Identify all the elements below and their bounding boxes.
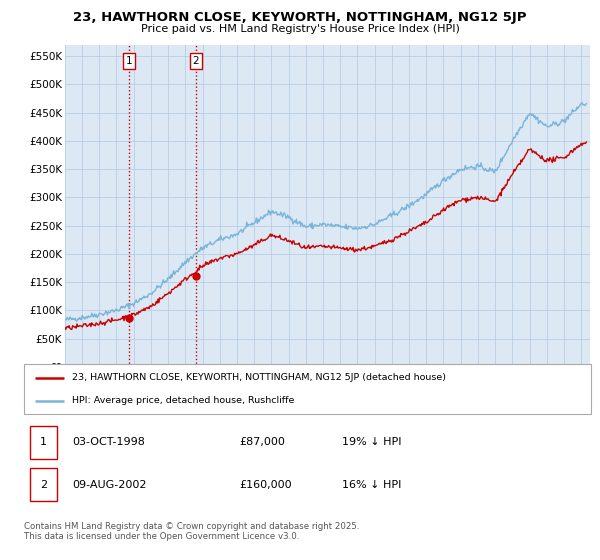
Text: 23, HAWTHORN CLOSE, KEYWORTH, NOTTINGHAM, NG12 5JP: 23, HAWTHORN CLOSE, KEYWORTH, NOTTINGHAM…: [73, 11, 527, 24]
Text: £160,000: £160,000: [239, 479, 292, 489]
Text: 09-AUG-2002: 09-AUG-2002: [72, 479, 146, 489]
FancyBboxPatch shape: [29, 468, 57, 501]
Text: Contains HM Land Registry data © Crown copyright and database right 2025.
This d: Contains HM Land Registry data © Crown c…: [24, 522, 359, 542]
Text: 03-OCT-1998: 03-OCT-1998: [72, 437, 145, 447]
FancyBboxPatch shape: [29, 426, 57, 459]
Text: 19% ↓ HPI: 19% ↓ HPI: [341, 437, 401, 447]
FancyBboxPatch shape: [24, 364, 591, 414]
Text: 1: 1: [126, 56, 133, 66]
Text: 2: 2: [193, 56, 199, 66]
Text: £87,000: £87,000: [239, 437, 286, 447]
Text: 16% ↓ HPI: 16% ↓ HPI: [341, 479, 401, 489]
Text: Price paid vs. HM Land Registry's House Price Index (HPI): Price paid vs. HM Land Registry's House …: [140, 24, 460, 34]
Text: 2: 2: [40, 479, 47, 489]
Text: HPI: Average price, detached house, Rushcliffe: HPI: Average price, detached house, Rush…: [72, 396, 295, 405]
Text: 23, HAWTHORN CLOSE, KEYWORTH, NOTTINGHAM, NG12 5JP (detached house): 23, HAWTHORN CLOSE, KEYWORTH, NOTTINGHAM…: [72, 373, 446, 382]
Text: 1: 1: [40, 437, 47, 447]
